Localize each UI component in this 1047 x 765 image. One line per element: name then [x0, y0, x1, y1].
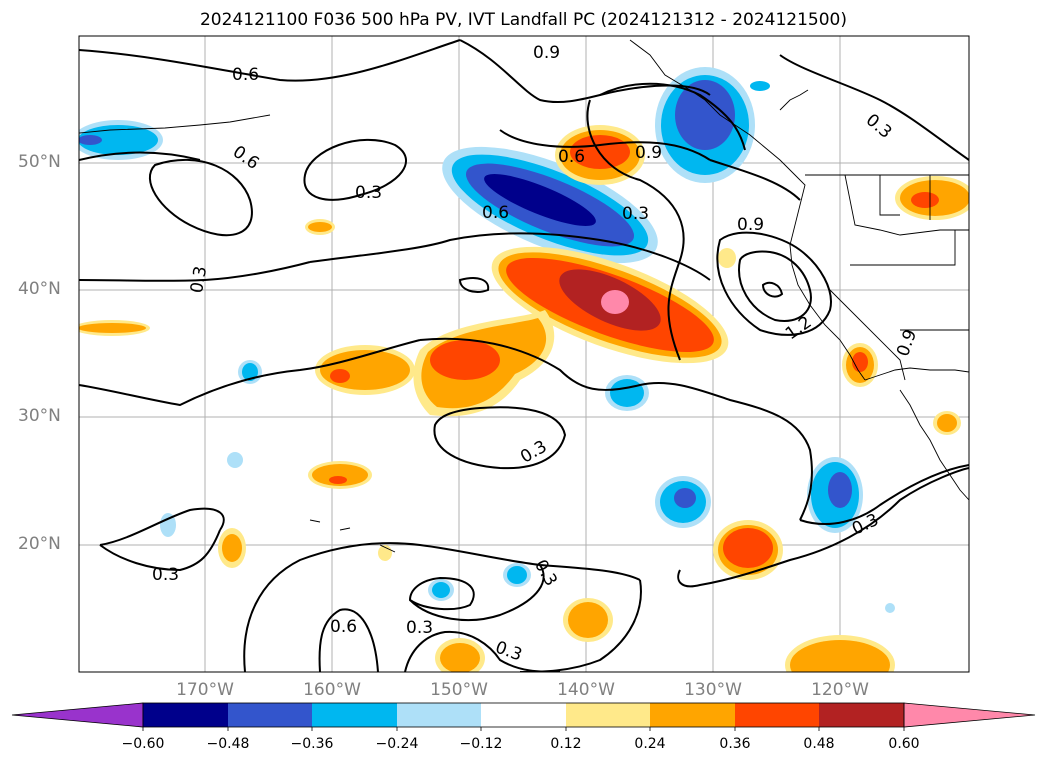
lat-label-20n: 20°N	[18, 534, 61, 554]
colorbar-bin	[143, 703, 228, 727]
colorbar-bin	[735, 703, 819, 727]
colorbar-bin	[397, 703, 481, 727]
coastlines	[79, 39, 969, 553]
colorbar-tick: −0.48	[206, 736, 250, 752]
pv-contours	[79, 39, 969, 672]
contour-label: 0.6	[229, 142, 263, 174]
contour-label: 0.6	[232, 65, 259, 85]
colorbar-tick: −0.60	[121, 736, 165, 752]
contour-label: 0.3	[187, 265, 211, 295]
colorbar-bin	[312, 703, 397, 727]
colorbar-tick: 0.12	[550, 736, 582, 752]
contour-label: 0.3	[530, 556, 561, 589]
lat-label-40n: 40°N	[18, 279, 61, 299]
colorbar-bin	[819, 703, 904, 727]
colorbar-bin	[650, 703, 735, 727]
lon-label-140w: 140°W	[557, 680, 615, 700]
colorbar-extend-high	[903, 702, 1036, 728]
colorbar-bin	[481, 703, 566, 727]
contour-label: 0.3	[622, 204, 649, 224]
colorbar-bin	[566, 703, 650, 727]
colorbar	[11, 702, 1036, 731]
colorbar-tick: 0.36	[719, 736, 751, 752]
lon-label-170w: 170°W	[176, 680, 234, 700]
contour-label: 0.3	[862, 110, 896, 143]
colorbar-tick: 0.60	[888, 736, 920, 752]
lat-label-50n: 50°N	[18, 152, 61, 172]
map-title: 2024121100 F036 500 hPa PV, IVT Landfall…	[199, 10, 847, 30]
colorbar-tick: −0.12	[459, 736, 503, 752]
colorbar-tick: −0.24	[375, 736, 419, 752]
colorbar-tick: 0.24	[634, 736, 666, 752]
negative-pv-shading	[79, 67, 895, 613]
contour-label: 0.9	[737, 215, 764, 235]
contour-label: 0.3	[355, 183, 382, 203]
colorbar-tick: −0.36	[290, 736, 334, 752]
lon-label-160w: 160°W	[303, 680, 361, 700]
lon-label-150w: 150°W	[430, 680, 488, 700]
colorbar-bin	[228, 703, 312, 727]
contour-label: 0.3	[406, 618, 433, 638]
lon-label-130w: 130°W	[684, 680, 742, 700]
contour-label: 0.6	[330, 617, 357, 637]
map-frame	[78, 35, 970, 673]
lat-label-30n: 30°N	[18, 406, 61, 426]
colorbar-extend-low	[11, 702, 144, 728]
contour-label: 0.9	[635, 143, 662, 163]
contour-label: 0.6	[558, 147, 585, 167]
contour-label: 0.3	[152, 565, 179, 585]
colorbar-tick: 0.48	[803, 736, 835, 752]
positive-pv-shading	[79, 125, 969, 672]
contour-label: 0.9	[533, 43, 560, 63]
contour-label: 1.2	[782, 312, 816, 344]
lon-label-120w: 120°W	[811, 680, 869, 700]
contour-label: 0.9	[893, 327, 921, 359]
contour-label: 0.3	[517, 437, 550, 468]
contour-label: 0.3	[492, 637, 524, 665]
contour-label: 0.6	[482, 203, 509, 223]
